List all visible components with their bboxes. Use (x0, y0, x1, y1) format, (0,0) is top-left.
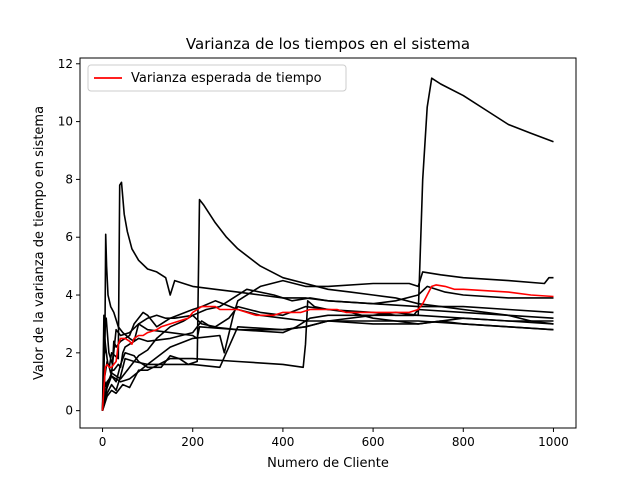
y-axis-label: Valor de la varianza de tiempo en sistem… (32, 106, 47, 380)
series-line-9 (101, 305, 554, 411)
legend-box (87, 64, 347, 92)
axes-layer: 0 200 400 600 800 1000 0 2 4 6 8 10 12 (58, 57, 569, 449)
series-line-10 (101, 285, 554, 411)
y-tick-label: 8 (65, 172, 73, 186)
y-tick-label: 6 (65, 230, 73, 244)
chart-title: Varianza de los tiempos en el sistema (186, 35, 470, 53)
y-tick-label: 12 (58, 57, 73, 71)
y-tick-label: 0 (65, 404, 73, 418)
y-tick-label: 2 (65, 346, 73, 360)
series-line-4 (101, 233, 554, 411)
series-layer (101, 77, 554, 411)
plot-area (80, 58, 576, 428)
series-line-5 (101, 198, 554, 411)
y-tick-label: 4 (65, 288, 73, 302)
plot-frame (79, 57, 577, 429)
x-tick-label: 800 (452, 435, 475, 449)
x-tick-label: 400 (271, 435, 294, 449)
x-tick-label: 200 (181, 435, 204, 449)
series-line-expected (101, 284, 554, 411)
series-line-8 (101, 271, 554, 411)
x-axis-label: Numero de Cliente (267, 456, 389, 471)
series-line-2 (101, 299, 554, 411)
x-tick-label: 1000 (538, 435, 569, 449)
y-tick-label: 10 (58, 115, 73, 129)
series-line-7 (101, 77, 554, 411)
legend-entry-label: Varianza esperada de tiempo (131, 71, 322, 86)
x-tick-label: 600 (362, 435, 385, 449)
legend: Varianza esperada de tiempo (87, 64, 347, 92)
x-tick-label: 0 (99, 435, 107, 449)
